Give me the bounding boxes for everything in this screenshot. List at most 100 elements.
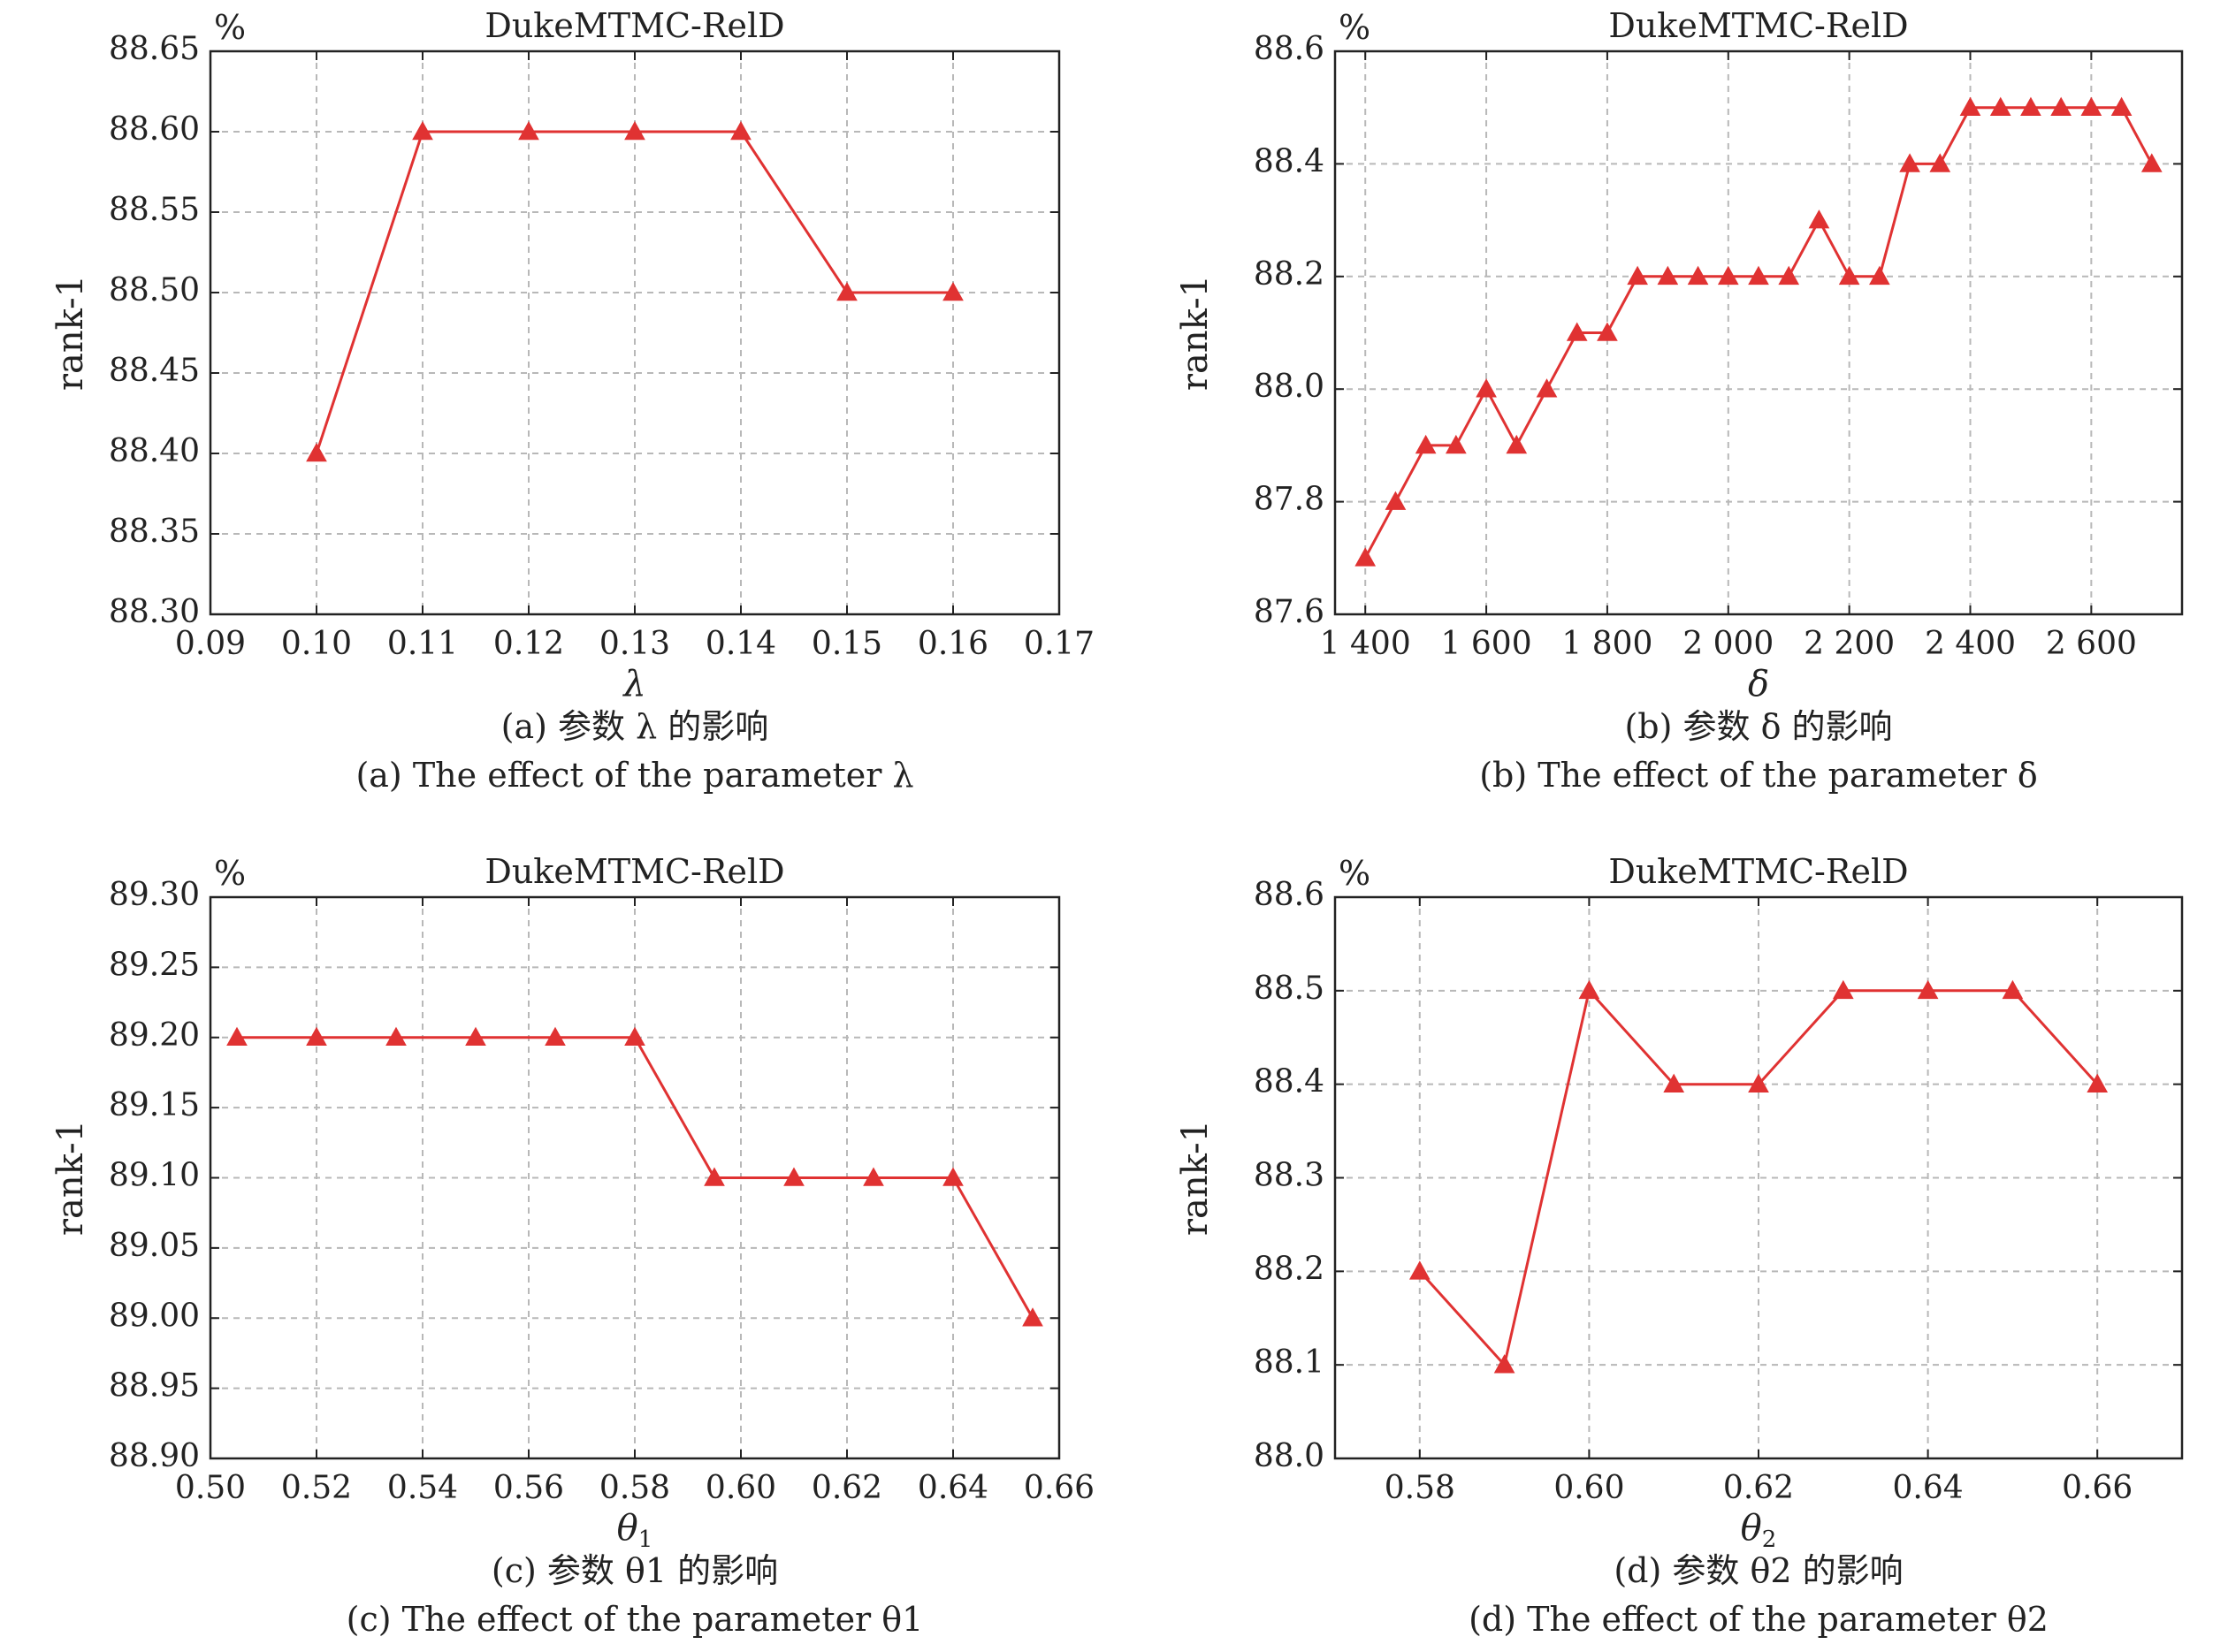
data-point [1959,96,1981,116]
data-point [1989,96,2011,116]
caption-chinese: (a) 参数 λ 的影响 [501,707,769,746]
chart-panel-3: 0.58 0.60 0.62 0.64 0.66 88.0 88.1 88.2 88.3 88.4… [1175,852,2184,1639]
x-tick-label: 0.15 [812,626,882,662]
y-tick-label: 89.05 [109,1228,200,1264]
unit-label: % [214,854,246,893]
data-point [1778,265,1800,285]
y-tick-label: 88.2 [1254,256,1324,293]
chart-title: DukeMTMC-RelD [1608,6,1908,45]
data-point [1899,153,1920,172]
y-tick-label: 88.6 [1254,877,1324,913]
y-tick-label: 88.65 [109,31,200,67]
data-point [1748,265,1769,285]
x-tick-label: 2 200 [1804,626,1895,662]
data-point [942,281,964,301]
data-point [1536,378,1558,398]
x-axis-label: θ2 [1741,1508,1777,1553]
y-tick-label: 88.4 [1254,143,1324,179]
data-point [412,120,433,141]
caption-english: (a) The effect of the parameter λ [355,756,913,795]
y-axis-label: rank-1 [1175,1120,1216,1236]
x-tick-label: 0.09 [175,626,246,662]
data-point [2002,979,2024,1000]
data-point [1476,378,1497,398]
x-tick-label: 0.10 [281,626,352,662]
x-tick-label: 0.56 [493,1470,564,1506]
y-tick-label: 88.2 [1254,1251,1324,1287]
caption-chinese: (b) 参数 δ 的影响 [1624,707,1892,746]
y-tick-label: 88.6 [1254,31,1324,67]
data-point [1838,265,1860,285]
x-tick-label: 0.64 [918,1470,988,1506]
x-axis-label: λ [622,664,645,704]
y-axis-label: rank-1 [50,1120,91,1236]
data-point [624,1026,645,1047]
data-point [2140,153,2163,172]
data-point [1917,979,1939,1000]
x-tick-label: 0.58 [1385,1470,1455,1506]
x-tick-label: 0.11 [387,626,458,662]
x-tick-label: 0.66 [2062,1470,2133,1506]
x-tick-label: 0.50 [175,1470,246,1506]
unit-label: % [214,8,246,47]
data-point [1627,265,1648,285]
chart-title: DukeMTMC-RelD [485,6,784,45]
x-tick-label: 2 000 [1682,626,1774,662]
chart-title: DukeMTMC-RelD [1608,852,1908,891]
x-tick-label: 0.14 [706,626,776,662]
x-tick-label: 0.58 [599,1470,670,1506]
data-point [465,1026,486,1047]
x-tick-label: 1 600 [1441,626,1532,662]
x-tick-label: 0.64 [1893,1470,1964,1506]
data-point [1597,322,1618,341]
y-tick-label: 89.15 [109,1087,200,1123]
data-point [1506,434,1528,454]
x-tick-label: 0.62 [812,1470,882,1506]
data-point [306,1026,327,1047]
data-point [1687,265,1709,285]
x-tick-label: 2 400 [1925,626,2016,662]
y-tick-label: 88.45 [109,353,200,389]
data-point [1663,1073,1685,1092]
y-tick-label: 88.5 [1254,971,1324,1007]
x-axis-label: θ1 [617,1508,653,1553]
x-axis-label: δ [1748,664,1769,704]
data-point [1566,322,1588,341]
x-tick-label: 0.60 [706,1470,776,1506]
data-point [2110,96,2133,116]
chart-panel-0: 0.09 0.10 0.11 0.12 0.13 0.14 0.15 0.16 0.17 88.3… [50,6,1095,795]
chart-title: DukeMTMC-RelD [485,852,784,891]
data-point [1748,1073,1769,1092]
data-point [1929,153,1951,172]
y-tick-label: 88.95 [109,1368,200,1405]
data-point [704,1167,725,1186]
caption-chinese: (d) 参数 θ2 的影响 [1614,1551,1903,1590]
y-tick-label: 88.30 [109,594,200,630]
data-point [730,120,752,141]
data-point [836,281,858,301]
series-line [1363,106,2154,560]
y-tick-label: 88.90 [109,1438,200,1474]
plot-frame [1333,49,2184,616]
data-point [2050,96,2072,116]
y-tick-label: 88.50 [109,272,200,308]
data-point [783,1167,805,1186]
chart-panel-1: 1 400 1 600 1 800 2 000 2 200 2 400 2 600 87.6 8… [1175,6,2184,795]
data-point [306,442,327,462]
y-tick-label: 88.0 [1254,369,1324,405]
y-tick-label: 87.8 [1254,482,1324,518]
data-point [1578,979,1600,1000]
y-tick-label: 88.55 [109,192,200,228]
x-tick-label: 0.54 [387,1470,458,1506]
data-point [1415,434,1437,454]
data-point [2080,96,2102,116]
y-tick-label: 88.35 [109,514,200,550]
y-tick-label: 87.6 [1254,594,1324,630]
data-point [1385,491,1407,510]
data-point [1808,209,1830,229]
y-tick-label: 88.40 [109,433,200,469]
caption-chinese: (c) 参数 θ1 的影响 [492,1551,778,1590]
data-point [1657,265,1679,285]
data-point [518,120,539,141]
